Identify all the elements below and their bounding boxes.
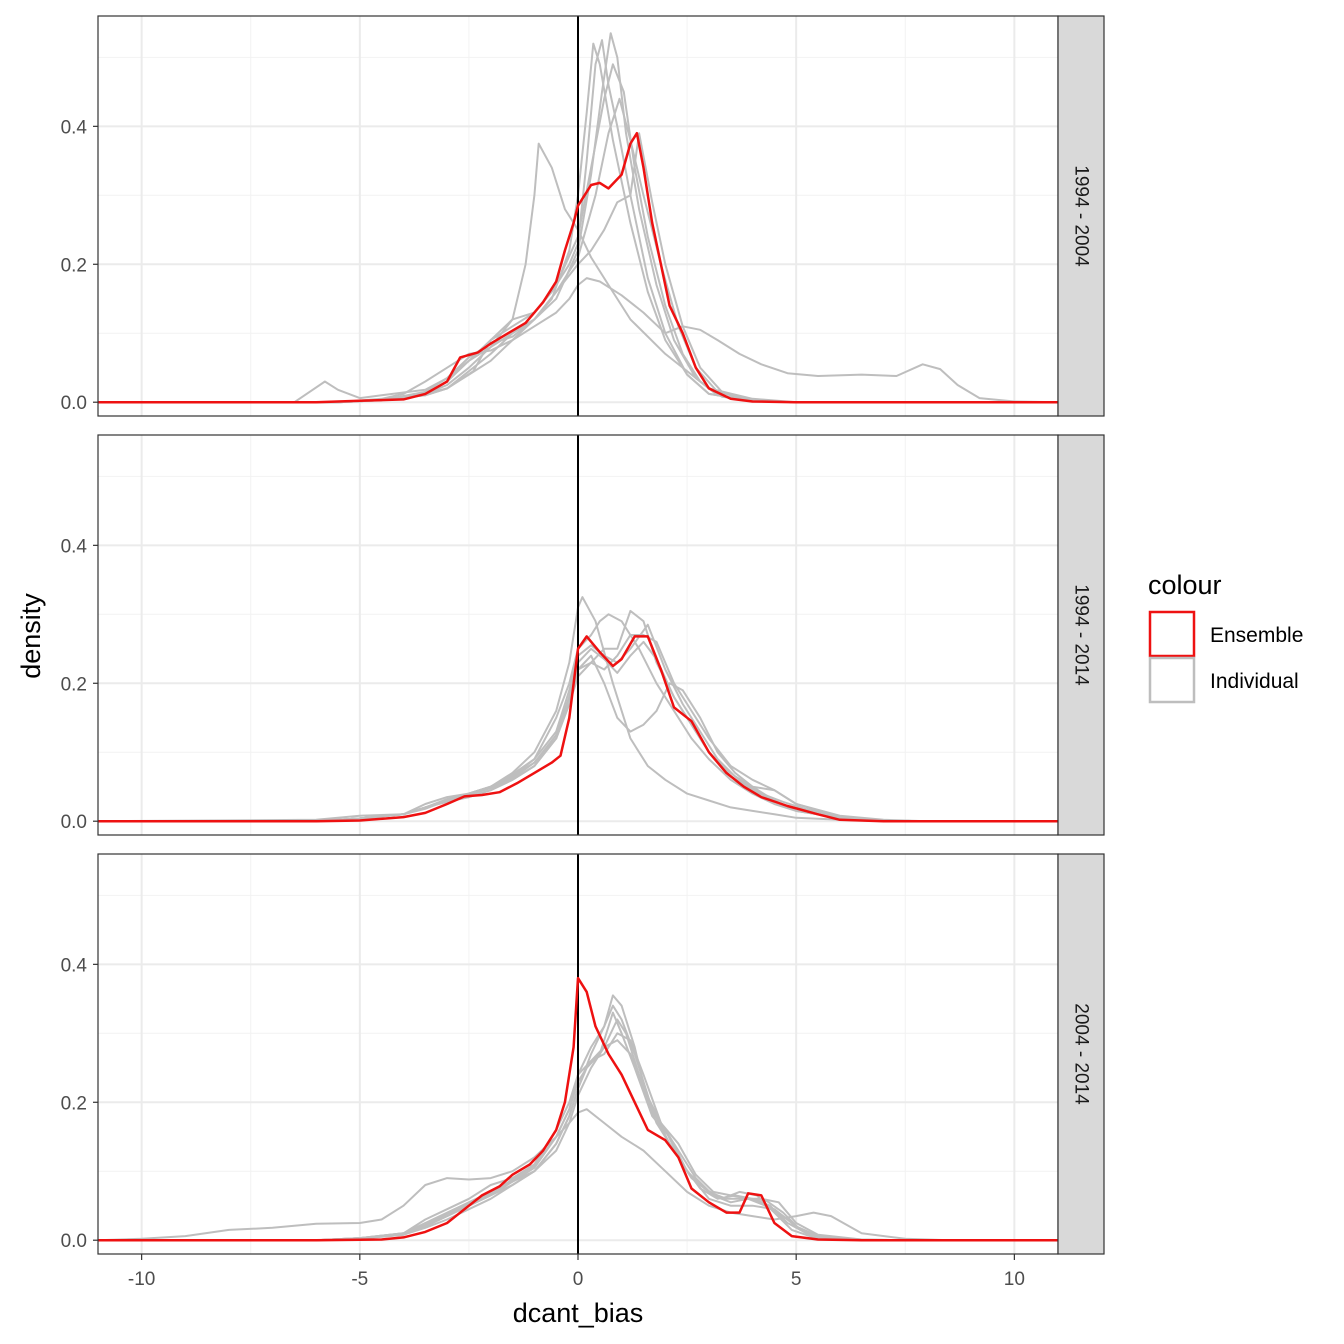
individual-density-line xyxy=(98,1011,1058,1242)
individual-density-line xyxy=(98,640,1058,823)
facet-strip xyxy=(1057,853,1105,1255)
ensemble-density-line xyxy=(98,131,1058,404)
legend-label-individual: Individual xyxy=(1210,670,1299,693)
ensemble-density-line xyxy=(98,976,1058,1242)
y-tick-label: 0.2 xyxy=(61,1093,87,1114)
x-tick-label: 10 xyxy=(1004,1269,1025,1290)
individual-density-line xyxy=(98,1018,1058,1242)
x-tick-label: 0 xyxy=(573,1269,584,1290)
y-tick-label: 0.0 xyxy=(61,393,87,414)
y-tick-label: 0.4 xyxy=(61,955,88,976)
legend-key-individual xyxy=(1148,656,1196,704)
individual-density-line xyxy=(98,277,1059,404)
individual-density-line xyxy=(98,97,1058,404)
x-axis: -10 -5 0 5 10 xyxy=(128,1254,1025,1290)
legend-key-ensemble xyxy=(1148,610,1196,658)
x-tick-label: 5 xyxy=(791,1269,802,1290)
y-tick-label: 0.2 xyxy=(61,674,87,695)
chart-panels: 0.0 0.2 0.4 1994 - 2004 0.0 0.2 0.4 1994 - 2014… xyxy=(61,15,1105,1255)
individual-density-line xyxy=(98,142,1058,404)
y-tick-label: 0.2 xyxy=(61,255,87,276)
y-axis-label: density xyxy=(16,593,46,679)
ensemble-density-line xyxy=(98,635,1058,823)
legend-title: colour xyxy=(1148,570,1222,600)
facet-strip-label: 1994 - 2004 xyxy=(1071,165,1092,267)
facet-strip-label: 2004 - 2014 xyxy=(1071,1003,1092,1105)
legend-label-ensemble: Ensemble xyxy=(1210,624,1303,647)
y-tick-label: 0.4 xyxy=(61,117,88,138)
legend: colour Ensemble Individual xyxy=(1148,570,1303,704)
individual-density-line xyxy=(98,132,1058,404)
y-tick-label: 0.4 xyxy=(61,536,88,557)
facet-strip xyxy=(1057,434,1105,836)
panel-1994-2004: 0.0 0.2 0.4 1994 - 2004 xyxy=(61,15,1105,417)
facet-strip xyxy=(1057,15,1105,417)
panel-1994-2014: 0.0 0.2 0.4 1994 - 2014 xyxy=(61,434,1105,836)
x-tick-label: -5 xyxy=(351,1269,368,1290)
facet-strip-label: 1994 - 2014 xyxy=(1071,584,1092,686)
x-axis-label: dcant_bias xyxy=(513,1298,644,1328)
panel-2004-2014: 0.0 0.2 0.4 2004 - 2014 xyxy=(61,853,1105,1255)
individual-density-line xyxy=(98,42,1058,404)
y-tick-label: 0.0 xyxy=(61,1231,87,1252)
individual-density-line xyxy=(98,1032,1058,1242)
y-tick-label: 0.0 xyxy=(61,812,87,833)
x-tick-label: -10 xyxy=(128,1269,155,1290)
